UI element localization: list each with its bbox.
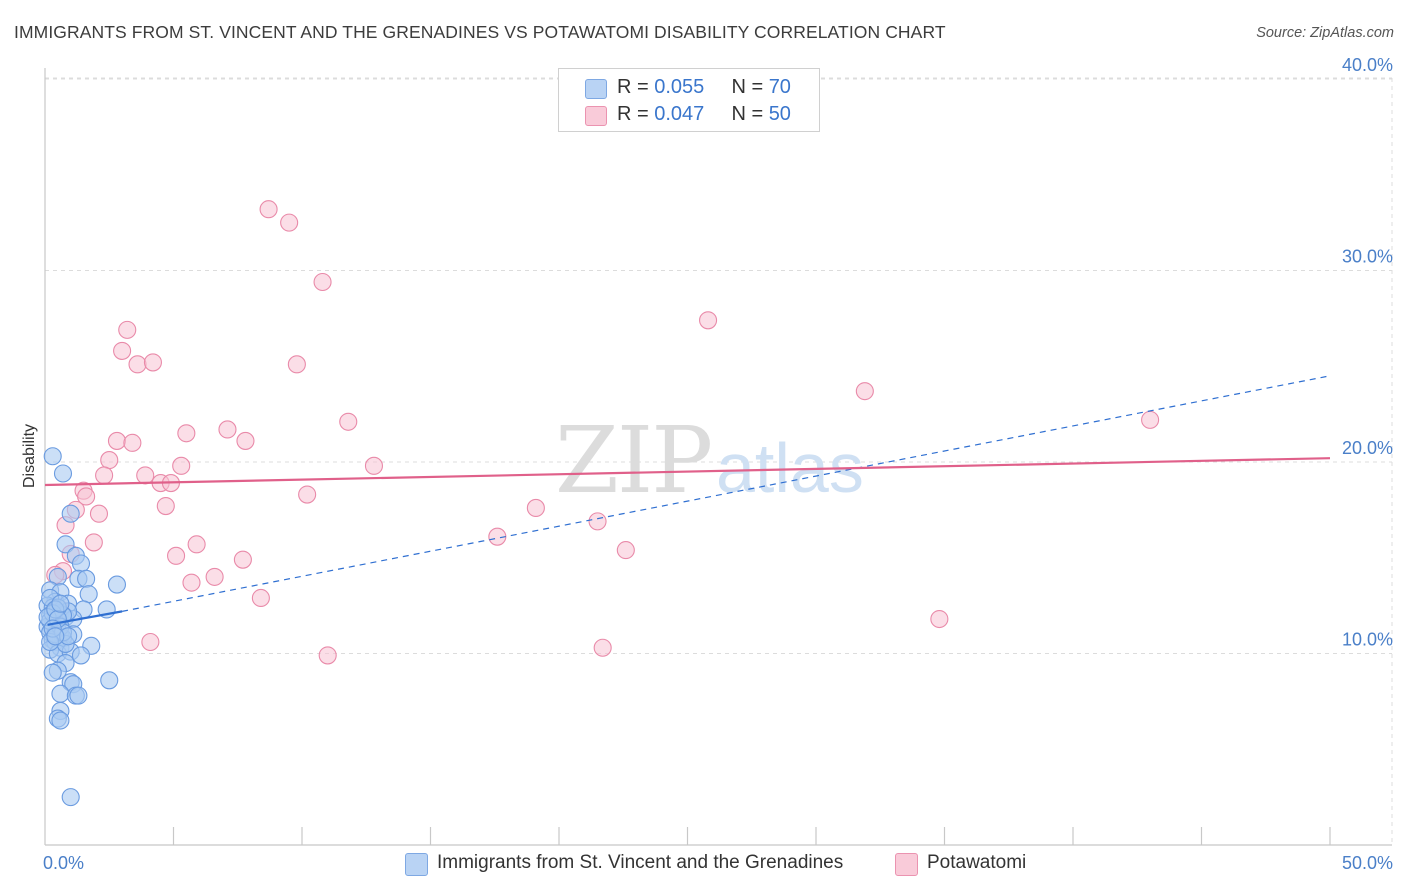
trend-lines (44, 375, 1331, 626)
watermark: ZIP atlas (555, 407, 864, 514)
potawatomi-point (182, 573, 201, 592)
legend-r-label: R = (617, 103, 655, 125)
immigrants-point (77, 569, 96, 588)
potawatomi-point (313, 272, 332, 292)
legend-swatch-blue (585, 79, 607, 99)
potawatomi-point (526, 498, 545, 518)
potawatomi-point (156, 496, 175, 516)
potawatomi-point (84, 533, 103, 552)
immigrants-point (107, 575, 127, 594)
potawatomi-point (141, 632, 160, 652)
immigrants-point (43, 447, 62, 466)
potawatomi-trend-line (44, 457, 1331, 487)
potawatomi-point (143, 353, 162, 372)
potawatomi-point (298, 485, 317, 504)
legend-r-value: 0.055 (654, 76, 705, 98)
immigrants-point (71, 646, 91, 665)
immigrants-point (100, 671, 119, 690)
immigrants-point (69, 686, 88, 705)
immigrants-point (56, 535, 75, 554)
potawatomi-point (172, 456, 191, 475)
potawatomi-point (318, 646, 337, 665)
y-tick-label: 40.0% (1342, 55, 1393, 75)
potawatomi-point (233, 550, 252, 569)
potawatomi-point (218, 420, 237, 439)
potawatomi-point (177, 424, 196, 443)
potawatomi-point (699, 311, 718, 330)
chart-title: IMMIGRANTS FROM ST. VINCENT AND THE GREN… (14, 22, 946, 42)
potawatomi-point (930, 609, 949, 629)
legend-r-label: R = (617, 76, 655, 98)
legend-swatch-pink (585, 106, 607, 126)
bottom-legend-label-pink: Potawatomi (927, 852, 1027, 873)
potawatomi-point (113, 341, 132, 360)
y-tick-label: 20.0% (1342, 438, 1393, 458)
potawatomi-point (89, 504, 109, 523)
potawatomi-point (280, 213, 299, 232)
y-tick-label: 10.0% (1342, 630, 1393, 650)
potawatomi-point (107, 431, 127, 450)
immigrants-point (53, 464, 73, 483)
legend-n-value: 50 (768, 103, 791, 125)
potawatomi-point (128, 355, 147, 374)
bottom-legend-label-blue: Immigrants from St. Vincent and the Gren… (437, 852, 844, 873)
correlation-legend: R = 0.055 N = 70 R = 0.047 N = 50 (558, 68, 820, 132)
potawatomi-point (123, 433, 142, 452)
legend-row-blue: R = 0.055 N = 70 (559, 74, 819, 101)
immigrants-point (61, 504, 80, 523)
potawatomi-point (118, 320, 137, 339)
potawatomi-point (167, 546, 186, 565)
bottom-legend-swatch-blue (405, 853, 428, 876)
immigrants-point (51, 684, 70, 703)
potawatomi-point (205, 567, 224, 586)
potawatomi-point (236, 431, 255, 450)
potawatomi-point (616, 541, 635, 560)
potawatomi-point (77, 487, 96, 506)
potawatomi-point (251, 588, 270, 608)
potawatomi-point (339, 412, 358, 431)
potawatomi-point (187, 535, 206, 554)
immigrants-point (79, 585, 98, 604)
y-tick-label: 30.0% (1342, 247, 1393, 267)
potawatomi-point (259, 200, 278, 219)
source-label: Source: ZipAtlas.com (1256, 25, 1394, 41)
x-tick-label: 0.0% (43, 853, 84, 873)
potawatomi-point (364, 456, 384, 475)
potawatomi-point (95, 466, 114, 485)
legend-n-value: 70 (768, 76, 791, 98)
immigrants-point (71, 554, 91, 573)
legend-row-pink: R = 0.047 N = 50 (559, 101, 819, 128)
bottom-legend-swatch-pink (895, 853, 918, 876)
x-tick-label: 50.0% (1342, 853, 1393, 873)
potawatomi-point (136, 466, 155, 485)
immigrants-point (51, 711, 70, 730)
immigrants-point (51, 594, 70, 613)
legend-n-label: N = (731, 103, 769, 125)
potawatomi-point (855, 382, 874, 401)
potawatomi-point (287, 355, 306, 374)
watermark-zip: ZIP (555, 407, 711, 514)
potawatomi-point (588, 512, 607, 531)
immigrants-point (61, 788, 80, 807)
legend-n-label: N = (731, 76, 769, 98)
potawatomi-point (100, 451, 119, 470)
immigrants-point (43, 663, 62, 682)
potawatomi-point (593, 638, 612, 657)
immigrants-point (46, 627, 65, 646)
potawatomi-point (1141, 410, 1160, 429)
immigrants-trend-dashed (121, 375, 1331, 612)
axes: 10.0% 20.0% 30.0% 40.0% 0.0% 50.0% (43, 55, 1393, 873)
legend-r-value: 0.047 (654, 103, 705, 125)
y-axis-label: Disability (21, 424, 38, 488)
immigrants-trend-solid (47, 610, 123, 626)
